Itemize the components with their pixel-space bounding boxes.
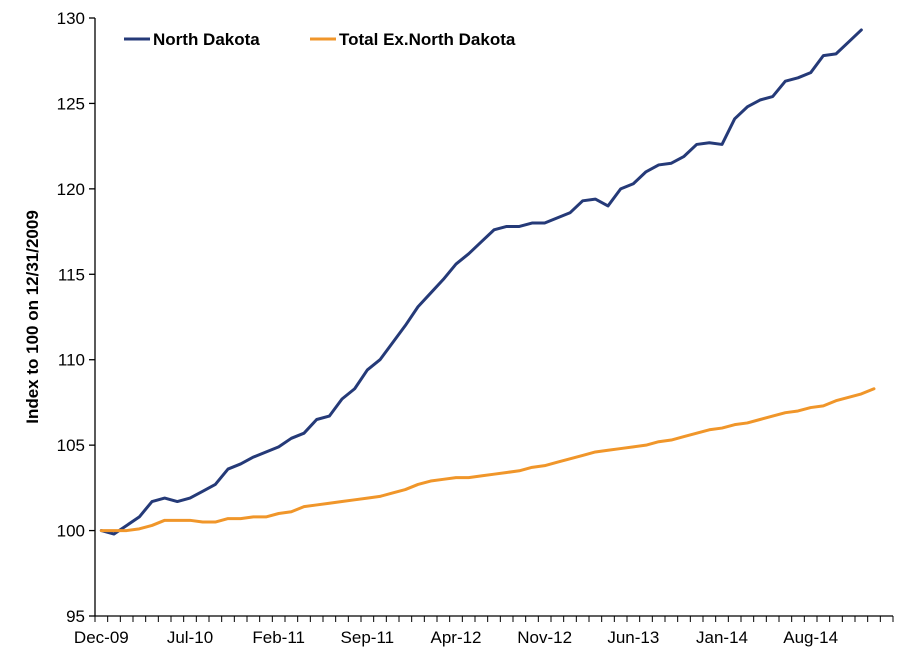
y-tick-label: 115 xyxy=(58,265,85,284)
x-tick-label: Jan-14 xyxy=(696,628,748,647)
x-tick-label: Nov-12 xyxy=(517,628,572,647)
legend: North Dakota Total Ex.North Dakota xyxy=(124,30,516,49)
x-tick-label: Jun-13 xyxy=(607,628,659,647)
y-tick-label: 130 xyxy=(57,9,85,28)
y-tick-label: 125 xyxy=(57,94,85,113)
x-tick-label: Apr-12 xyxy=(430,628,481,647)
legend-label: North Dakota xyxy=(153,30,260,49)
series-lines xyxy=(99,28,876,536)
x-tick-label: Jul-10 xyxy=(167,628,213,647)
x-tick-label: Sep-11 xyxy=(341,628,395,647)
y-axis-label: Index to 100 on 12/31/2009 xyxy=(23,210,42,424)
x-tick-label: Feb-11 xyxy=(252,628,305,647)
y-tick-label: 95 xyxy=(66,607,85,626)
x-tick-label: Aug-14 xyxy=(783,628,838,647)
series-line-total-ex-north-dakota xyxy=(99,387,876,533)
y-tick-label: 105 xyxy=(57,436,85,455)
axes xyxy=(89,17,894,622)
x-tick-labels: Dec-09 Jul-10 Feb-11 Sep-11 Apr-12 Nov-12 Jun-… xyxy=(74,628,838,647)
series-line-north-dakota xyxy=(99,28,863,536)
y-tick-label: 120 xyxy=(57,180,85,199)
x-tick-label: Dec-09 xyxy=(74,628,129,647)
legend-label: Total Ex.North Dakota xyxy=(339,30,516,49)
y-tick-label: 100 xyxy=(57,522,85,541)
y-tick-label: 110 xyxy=(58,351,85,370)
y-tick-labels: 95 100 105 110 115 120 125 130 xyxy=(57,9,85,626)
